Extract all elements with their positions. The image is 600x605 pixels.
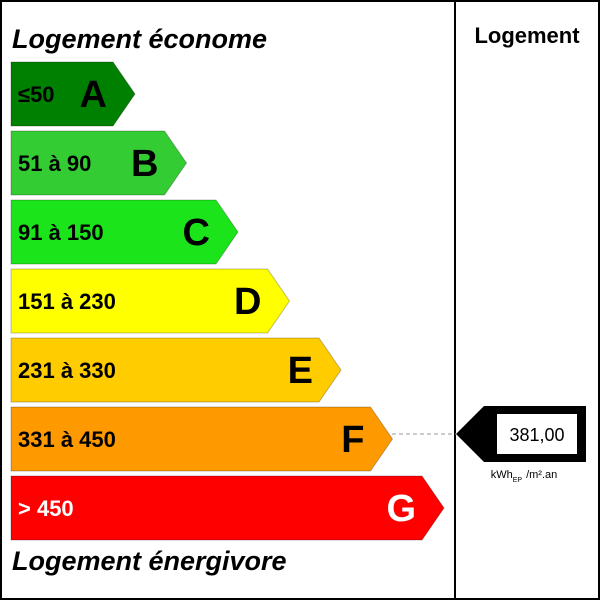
class-range: 151 à 230 <box>18 289 116 314</box>
class-letter: B <box>131 143 158 185</box>
class-bar <box>10 268 291 334</box>
class-letter: A <box>80 74 107 116</box>
indicator-value: 381,00 <box>509 425 564 445</box>
classes: ≤50 A 51 à 90 B 91 à 150 C 151 à 230 D 231 à 330… <box>10 61 445 541</box>
title-top: Logement économe <box>12 24 267 54</box>
class-range: 91 à 150 <box>18 220 104 245</box>
class-letter: C <box>183 212 210 254</box>
class-bar <box>10 406 394 472</box>
class-bar <box>10 130 188 196</box>
title-bottom: Logement énergivore <box>12 546 287 576</box>
indicator-box <box>497 414 577 454</box>
class-range: 331 à 450 <box>18 427 116 452</box>
class-bar <box>10 475 445 541</box>
class-range: ≤50 <box>18 82 55 107</box>
unit-rest: /m².an <box>526 469 557 481</box>
class-letter: D <box>234 281 261 323</box>
class-bar <box>10 337 342 403</box>
indicator-unit: kWhEP/m².an <box>491 469 558 484</box>
class-bar <box>10 199 239 265</box>
class-range: > 450 <box>18 496 74 521</box>
column-header: Logement <box>474 23 580 48</box>
class-letter: F <box>341 419 364 461</box>
class-range: 51 à 90 <box>18 151 91 176</box>
unit-sub: EP <box>513 477 523 484</box>
class-letter: G <box>386 488 416 530</box>
unit: kWh <box>491 469 513 481</box>
class-letter: E <box>288 350 313 392</box>
class-range: 231 à 330 <box>18 358 116 383</box>
class-bar <box>10 61 136 127</box>
